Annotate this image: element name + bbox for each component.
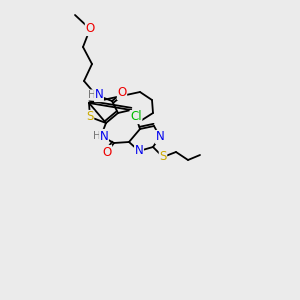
Text: N: N xyxy=(135,145,143,158)
Text: N: N xyxy=(100,130,108,142)
Text: N: N xyxy=(156,130,164,143)
Text: H: H xyxy=(88,90,96,100)
Text: S: S xyxy=(159,151,167,164)
Text: O: O xyxy=(85,22,94,35)
Text: O: O xyxy=(102,146,112,158)
Text: Cl: Cl xyxy=(130,110,142,124)
Text: O: O xyxy=(117,86,127,100)
Text: H: H xyxy=(93,131,101,141)
Text: N: N xyxy=(94,88,103,101)
Text: S: S xyxy=(86,110,94,124)
